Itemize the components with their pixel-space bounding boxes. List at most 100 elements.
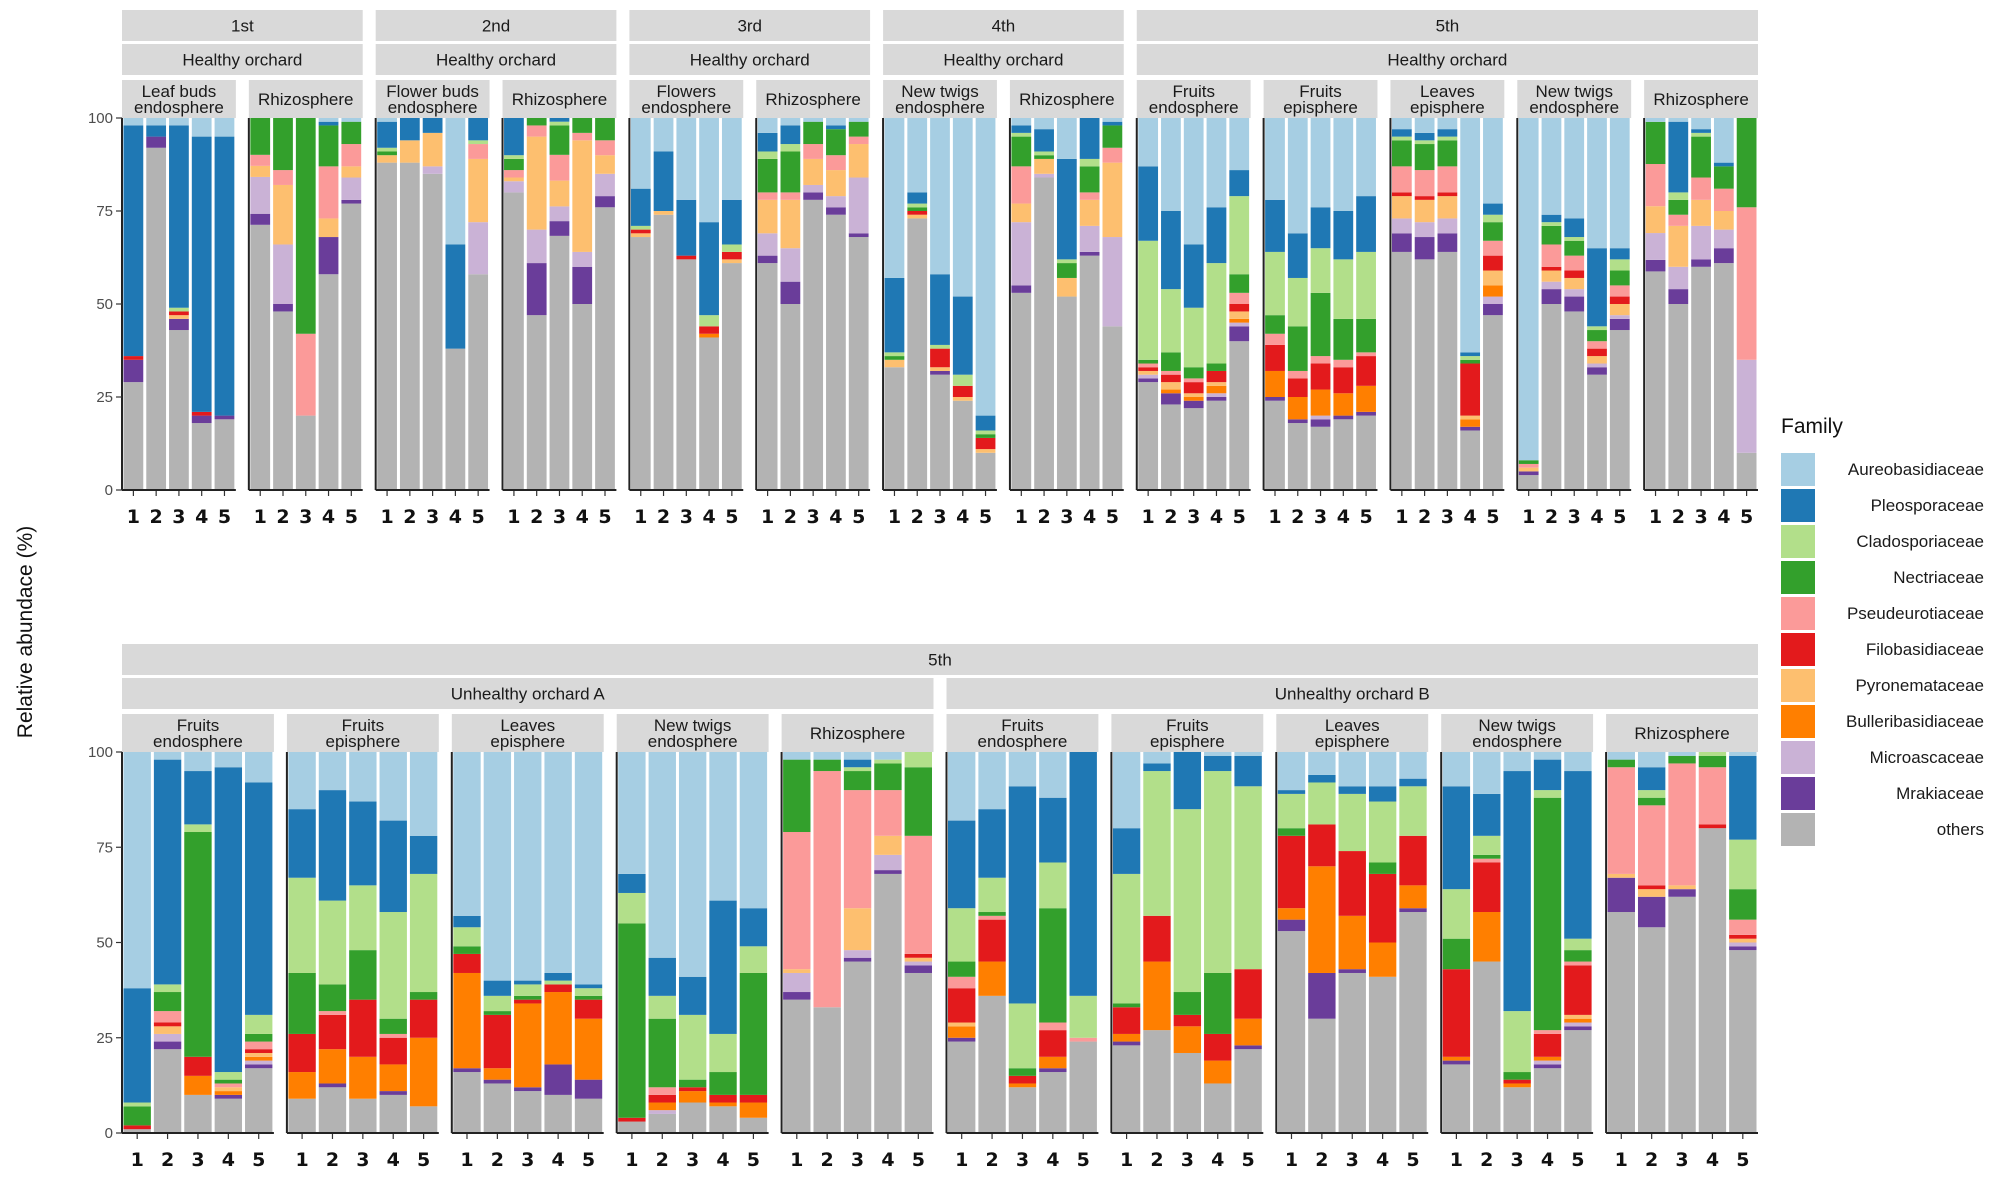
bar-segment-filobasidiaceae [1039, 1030, 1067, 1057]
bar-segment-aureobasidiaceae [146, 118, 167, 126]
bar-segment-pleosporaceae [1039, 797, 1067, 863]
bar-segment-others [341, 203, 362, 490]
bar-segment-aureobasidiaceae [1533, 752, 1562, 760]
legend-label-mrakiaceae: Mrakiaceae [1896, 784, 1984, 803]
bar-segment-aureobasidiaceae [153, 752, 182, 760]
bar-segment-others [1143, 1030, 1171, 1133]
bar-segment-nectriaceae [1277, 828, 1306, 836]
bar-segment-mrakiaceae [826, 207, 846, 215]
bar-segment-pleosporaceae [1668, 121, 1689, 193]
bar-segment-aureobasidiaceae [1287, 118, 1308, 234]
legend-swatch-others [1781, 813, 1815, 846]
bar-segment-pyronemataceae [783, 969, 811, 973]
bar-segment-pleosporaceae [1564, 218, 1585, 238]
bar-segment-pyronemataceae [1460, 415, 1481, 420]
bar-segment-aureobasidiaceae [1442, 752, 1471, 787]
panel-flowers-endosphere-strip-bg [629, 80, 744, 118]
bar-segment-nectriaceae [1414, 144, 1435, 171]
panel-fruits-endosphere-strip-label: Fruits [1001, 716, 1044, 735]
x-tick-label: 5 [747, 1149, 760, 1171]
bar-segment-cladosporiaceae [1034, 151, 1054, 156]
x-tick-label: 3 [426, 506, 439, 528]
bar-segment-aureobasidiaceae [1183, 118, 1204, 245]
bar-segment-pleosporaceae [1338, 786, 1366, 794]
panel-new-twigs-endosphere-strip-label: New twigs [1535, 82, 1612, 101]
x-tick-label: 3 [1568, 506, 1581, 528]
bar-segment-others [1008, 1087, 1037, 1133]
bar-segment-aureobasidiaceae [721, 118, 742, 200]
x-tick-label: 3 [851, 1149, 864, 1171]
legend-label-microascaceae: Microascaceae [1870, 748, 1984, 767]
x-tick-label: 1 [1268, 506, 1281, 528]
bar-segment-pseudeurotiaceae [1039, 1022, 1067, 1031]
bar-segment-bulleribasidiaceae [349, 1056, 377, 1099]
bar-segment-others [318, 1087, 347, 1133]
bar-segment-others [1713, 263, 1734, 490]
bar-segment-others [349, 1098, 377, 1133]
panel-leaves-episphere-strip-label: episphere [490, 732, 565, 751]
bar-segment-bulleribasidiaceae [1338, 915, 1366, 970]
bar-segment-microascaceae [780, 248, 801, 282]
bar-segment-pleosporaceae [549, 118, 570, 122]
orchard-strip-healthy-orchard-bg [883, 44, 1124, 75]
bar-segment-pseudeurotiaceae [948, 976, 976, 989]
x-tick-label: 1 [1285, 1149, 1298, 1171]
bar-segment-microascaceae [1206, 393, 1227, 397]
bar-segment-cladosporiaceae [1277, 793, 1306, 829]
bar-segment-others [1112, 1045, 1141, 1133]
bar-segment-pseudeurotiaceae [1138, 363, 1159, 368]
bar-segment-pyronemataceae [757, 199, 778, 234]
bar-segment-pleosporaceae [1287, 233, 1308, 278]
bar-segment-microascaceae [757, 233, 778, 256]
bar-segment-pyronemataceae [1668, 225, 1689, 267]
bar-segment-pseudeurotiaceae [1609, 285, 1630, 297]
bar-segment-filobasidiaceae [1206, 370, 1227, 383]
x-tick-label: 4 [1717, 506, 1730, 528]
bar-segment-others [595, 207, 615, 490]
bar-segment-mrakiaceae [1437, 233, 1458, 252]
bar-segment-pleosporaceae [191, 136, 212, 412]
bar-segment-microascaceae [468, 222, 489, 275]
bar-segment-pseudeurotiaceae [341, 144, 362, 167]
bar-segment-others [123, 382, 144, 490]
x-tick-label: 4 [881, 1149, 894, 1171]
bar-segment-filobasidiaceae [1204, 1033, 1232, 1061]
bar-segment-others [1161, 404, 1181, 490]
bar-segment-nectriaceae [549, 125, 570, 155]
bar-segment-aureobasidiaceae [709, 752, 737, 901]
x-tick-label: 2 [491, 1149, 504, 1171]
bar-segment-filobasidiaceae [1473, 862, 1501, 913]
bar-segment-microascaceae [1533, 1060, 1562, 1065]
bar-segment-others [1229, 341, 1250, 490]
bar-segment-aureobasidiaceae [409, 752, 438, 836]
bar-segment-pseudeurotiaceae [1391, 166, 1412, 193]
bar-segment-cladosporiaceae [757, 151, 778, 159]
bar-segment-mrakiaceae [1338, 969, 1366, 973]
bar-segment-others [826, 214, 846, 490]
x-tick-label: 3 [680, 506, 693, 528]
bar-segment-pseudeurotiaceae [1356, 352, 1376, 357]
bar-segment-bulleribasidiaceae [245, 1056, 273, 1061]
bar-segment-cladosporiaceae [739, 946, 768, 973]
bar-segment-mrakiaceae [1564, 1026, 1592, 1031]
bar-segment-pyronemataceae [803, 158, 824, 185]
bar-segment-nectriaceae [1112, 1003, 1141, 1008]
panel-fruits-endosphere-strip-bg [946, 714, 1099, 752]
bar-segment-aureobasidiaceae [1206, 118, 1227, 208]
bar-segment-cladosporiaceae [709, 1033, 737, 1073]
x-tick-label: 4 [1376, 1149, 1389, 1171]
bar-segment-nectriaceae [1564, 950, 1592, 962]
bar-segment-nectriaceae [1442, 938, 1471, 970]
legend-label-nectriaceae: Nectriaceae [1893, 568, 1984, 587]
bar-segment-pleosporaceae [739, 908, 768, 947]
bar-segment-pseudeurotiaceae [572, 132, 593, 141]
bar-segment-others [1102, 326, 1123, 490]
x-tick-label: 2 [1291, 506, 1304, 528]
bar-segment-filobasidiaceae [904, 953, 932, 958]
bar-segment-aureobasidiaceae [1338, 752, 1366, 787]
bar-segment-microascaceae [245, 1060, 273, 1065]
panel-new-twigs-endosphere-strip-label: endosphere [895, 98, 985, 117]
bar-segment-nectriaceae [709, 1072, 737, 1095]
bar-segment-pseudeurotiaceae [874, 790, 902, 836]
bar-segment-cladosporiaceae [1234, 786, 1262, 970]
